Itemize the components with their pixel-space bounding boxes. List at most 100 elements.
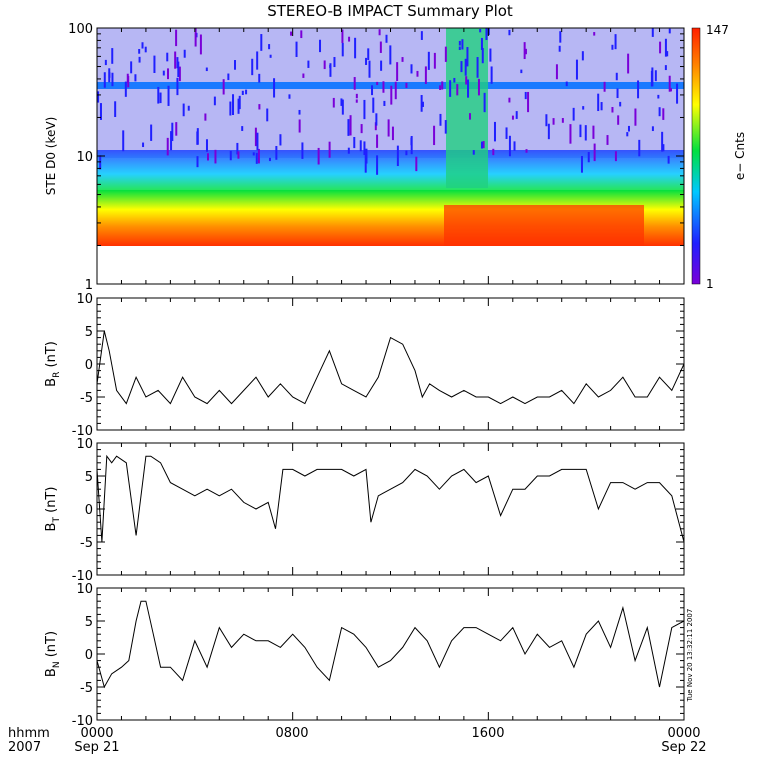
plot-title: STEREO-B IMPACT Summary Plot (267, 2, 513, 20)
spectrogram-noise-streak (167, 85, 170, 106)
b-panel-ytick-label: -10 (72, 424, 93, 439)
spectrogram-noise-streak (477, 78, 480, 96)
spectrogram-noise-streak (572, 107, 575, 121)
spectrogram-noise-streak (134, 74, 137, 82)
spectrogram-noise-streak (458, 40, 461, 46)
time-date-start: Sep 21 (74, 740, 119, 755)
colorbar-min-label: 1 (706, 277, 714, 291)
spectrogram-noise-streak (348, 36, 351, 42)
spectrogram-noise-streak (523, 42, 526, 60)
spectrogram-noise-streak (328, 141, 331, 158)
spectrogram-noise-streak (524, 91, 527, 100)
spectrogram-noise-streak (552, 118, 555, 125)
b-panel-ylabel: BN (nT) (44, 631, 62, 677)
spectrogram-noise-streak (177, 61, 180, 78)
spectrogram-noise-streak (508, 29, 511, 36)
b-panel-ytick-label: 10 (76, 292, 93, 307)
spectrogram-noise-streak (662, 108, 665, 120)
spectrogram-noise-streak (650, 70, 653, 87)
spectrogram-noise-streak (569, 124, 572, 144)
spectrogram-noise-streak (420, 95, 423, 112)
spectrogram-noise-streak (597, 93, 600, 112)
b-panel-t: 10 5 0 -5 -10 BT (nT) (44, 437, 685, 584)
spectrogram-noise-streak (666, 51, 669, 57)
spectrogram-noise-streak (174, 51, 177, 69)
spectrogram-panel: STE D0 (keV) 1 10 100 (44, 22, 685, 293)
b-panel-ylabel-unit: (nT) (44, 487, 59, 517)
spectrogram-noise-streak (241, 90, 244, 95)
timestamp: Tue Nov 20 13:32:11 2007 (686, 609, 694, 703)
spectrogram-noise-streak (205, 139, 208, 152)
spectrogram-noise-streak (234, 60, 237, 70)
spectrogram-noise-streak (273, 78, 276, 98)
spectrogram-noise-streak (433, 52, 436, 69)
spectrogram-noise-streak (275, 145, 278, 160)
spectrogram-noise-streak (667, 155, 670, 164)
spectrogram-ytick-label: 10 (76, 150, 93, 165)
spectrogram-peak-region (444, 205, 644, 246)
spectrogram-noise-streak (196, 156, 199, 168)
spectrogram-noise-streak (637, 80, 640, 99)
spectrogram-noise-streak (144, 46, 147, 53)
spectrogram-noise-streak (355, 93, 358, 99)
spectrogram-noise-streak (122, 130, 125, 152)
spectrogram-noise-streak (159, 92, 162, 104)
spectrogram-noise-streak (482, 141, 485, 149)
spectrogram-noise-streak (124, 81, 127, 97)
spectrogram-noise-streak (444, 120, 447, 134)
spectrogram-noise-streak (171, 122, 174, 142)
spectrogram-ytick-label: 1 (85, 278, 93, 293)
b-panel-frame (96, 587, 685, 721)
spectrogram-mid-band (97, 150, 684, 190)
spectrogram-noise-streak (511, 115, 514, 120)
colorbar-label: e− Cnts (733, 132, 747, 180)
spectrogram-noise-streak (654, 70, 657, 82)
b-panel-ytick-label: -5 (80, 391, 93, 406)
spectrogram-noise-streak (256, 132, 259, 151)
spectrogram-33kev-band (97, 82, 684, 89)
spectrogram-noise-streak (341, 99, 344, 115)
spectrogram-noise-streak (592, 125, 595, 139)
spectrogram-noise (97, 28, 679, 175)
spectrogram-noise-streak (153, 55, 156, 73)
spectrogram-noise-streak (175, 122, 178, 136)
spectrogram-noise-streak (355, 99, 358, 103)
spectrogram-noise-streak (257, 148, 260, 164)
spectrogram-noise-streak (480, 141, 483, 149)
spectrogram-noise-streak (525, 149, 528, 153)
spectrogram-noise-streak (581, 51, 584, 61)
spectrogram-noise-streak (520, 69, 523, 74)
spectrogram-noise-streak (582, 106, 585, 110)
spectrogram-noise-streak (130, 61, 133, 74)
spectrogram-noise-streak (668, 75, 671, 92)
spectrogram-noise-streak (138, 56, 141, 63)
spectrogram-noise-streak (490, 66, 493, 84)
spectrogram-noise-streak (441, 81, 444, 90)
spectrogram-noise-streak (575, 59, 578, 80)
spectrogram-noise-streak (513, 141, 516, 151)
spectrogram-noise-streak (255, 152, 258, 164)
spectrogram-noise-streak (332, 97, 335, 108)
spectrogram-noise-streak (254, 127, 257, 147)
spectrogram-noise-streak (421, 101, 424, 107)
spectrogram-noise-streak (229, 150, 232, 161)
spectrogram-noise-streak (424, 66, 427, 84)
time-tick-1600: 1600 (471, 726, 504, 741)
spectrogram-noise-streak (415, 156, 418, 172)
time-tick-0000-start: 0000 (80, 726, 113, 741)
spectrogram-noise-streak (97, 91, 100, 103)
b-panel-ytick-label: 0 (85, 648, 93, 663)
spectrogram-noise-streak (376, 134, 379, 148)
spectrogram-noise-streak (664, 65, 667, 71)
spectrogram-noise-streak (664, 38, 667, 57)
spectrogram-noise-streak (460, 61, 463, 73)
spectrogram-noise-streak (593, 32, 596, 36)
spectrogram-noise-streak (480, 37, 483, 50)
spectrogram-noise-streak (389, 45, 392, 65)
spectrogram-noise-streak (614, 151, 617, 162)
spectrogram-noise-streak (114, 101, 117, 117)
spectrogram-noise-streak (175, 29, 178, 47)
spectrogram-noise-streak (150, 124, 153, 141)
